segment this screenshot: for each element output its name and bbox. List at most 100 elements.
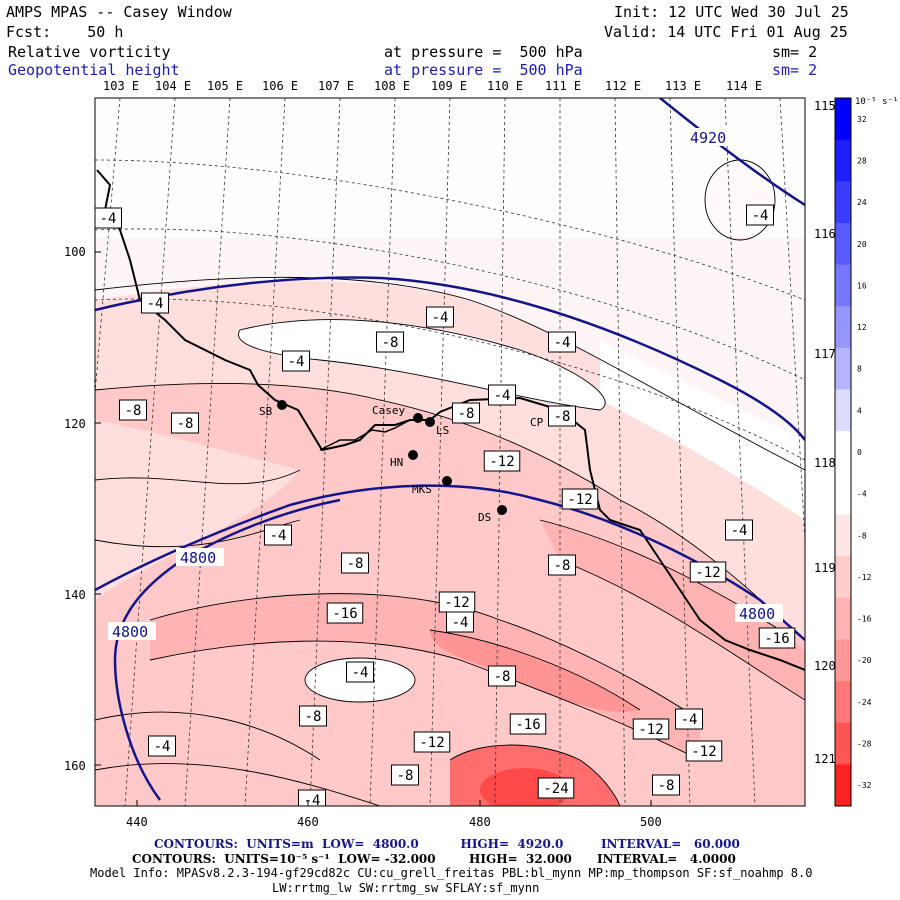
colorbar-swatch	[835, 764, 851, 807]
station-label: HN	[390, 456, 403, 469]
vorticity-label: -8	[458, 406, 475, 422]
colorbar-swatch	[835, 597, 851, 640]
vorticity-label: -4	[494, 388, 511, 404]
vorticity-label-box	[675, 708, 703, 730]
colorbar-swatch	[835, 222, 851, 266]
vorticity-label-box	[548, 331, 576, 353]
bottom-x-ticks: 440 460 480 500	[126, 815, 662, 829]
vorticity-label-box	[148, 735, 176, 757]
lon-label: 105 E	[207, 79, 243, 93]
vorticity-label-box	[652, 774, 680, 796]
field1-smoothing: sm= 2	[772, 43, 818, 61]
vort-band-white-2	[600, 340, 805, 520]
station-dot-mks	[442, 476, 452, 486]
lon-label: 103 E	[103, 79, 139, 93]
vorticity-label: -4	[147, 296, 164, 312]
vort-band-16	[430, 630, 640, 712]
vorticity-label-box	[548, 554, 576, 576]
contours-height-info: CONTOURS: UNITS=m LOW= 4800.0 HIGH= 4920…	[154, 837, 740, 851]
field2-name: Geopotential height	[8, 61, 180, 79]
colorbar-tick-label: 4	[857, 406, 862, 415]
colorbar-swatch	[835, 472, 851, 515]
colorbar-swatch	[835, 139, 851, 182]
vorticity-label-box	[689, 561, 727, 583]
vorticity-label-box	[171, 412, 199, 434]
vorticity-label: -24	[543, 781, 568, 797]
colorbar-swatch	[835, 681, 851, 724]
vorticity-label-box	[452, 402, 480, 424]
lon-label: 106 E	[262, 79, 298, 93]
vorticity-label: -12	[691, 744, 716, 760]
lon-label: 108 E	[374, 79, 410, 93]
vorticity-label-box	[725, 519, 753, 541]
colorbar-swatch	[835, 389, 851, 432]
vorticity-label: -4	[154, 739, 171, 755]
vorticity-label-box	[488, 384, 516, 406]
y-tick: 120	[64, 417, 86, 431]
lon-label: 109 E	[431, 79, 467, 93]
station-label: LS	[436, 424, 449, 437]
field2-smoothing: sm= 2	[772, 61, 818, 79]
vorticity-label: -4	[452, 615, 469, 631]
x-tick: 500	[640, 815, 662, 829]
station-labels: Casey SB HN MKS DS CP LS	[259, 404, 544, 524]
colorbar-tick-label: 8	[857, 365, 862, 374]
vorticity-label-box	[341, 552, 369, 574]
vorticity-label: -8	[347, 556, 364, 572]
colorbar-tick-label: -32	[857, 781, 872, 790]
lon-label: 112 E	[605, 79, 641, 93]
vorticity-label-box	[264, 524, 292, 546]
vorticity-label-box	[758, 627, 796, 649]
height-label: 4920	[690, 129, 726, 147]
map-area: 4920 4800 4800 4800 Casey SB HN MKS DS C…	[95, 98, 805, 809]
vorticity-label-box	[119, 399, 147, 421]
lon-label: 107 E	[318, 79, 354, 93]
vorticity-label: -12	[695, 565, 720, 581]
lon-label: 104 E	[155, 79, 191, 93]
colorbar-tick-label: -8	[857, 531, 867, 540]
map-frame	[94, 97, 806, 807]
vorticity-label-box	[746, 204, 774, 226]
colorbar-tick-label: 16	[857, 281, 867, 290]
vorticity-label-box	[483, 450, 521, 472]
vorticity-label: -4	[100, 211, 117, 227]
station-dot-ls	[425, 417, 435, 427]
vorticity-label: -12	[419, 735, 444, 751]
colorbar-swatch	[835, 264, 851, 307]
vorticity-label: -8	[177, 416, 194, 432]
left-tick-marks	[95, 251, 652, 806]
station-dot-sb	[277, 400, 287, 410]
vorticity-label-box	[537, 777, 575, 799]
height-labels: 4920 4800 4800 4800	[108, 128, 783, 641]
colorbar-swatch	[835, 431, 851, 474]
vorticity-label-box	[298, 789, 326, 806]
station-label: DS	[478, 511, 491, 524]
lon-label: 114 E	[726, 79, 762, 93]
height-contours	[95, 98, 805, 801]
x-tick: 480	[469, 815, 491, 829]
vorticity-label-box	[141, 292, 169, 314]
vorticity-label-box	[438, 591, 476, 613]
vorticity-label: -4	[752, 208, 769, 224]
colorbar-tick-label: -4	[857, 490, 867, 499]
lon-label: 111 E	[545, 79, 581, 93]
valid-time: Valid: 14 UTC Fri 01 Aug 25	[604, 23, 848, 41]
vorticity-label-box	[376, 331, 404, 353]
station-dot-ds	[497, 505, 507, 515]
colorbar-swatch	[835, 514, 851, 557]
colorbar-tick-label: -28	[857, 740, 872, 749]
forecast-hour: Fcst: 50 h	[6, 23, 124, 41]
vorticity-label: -4	[731, 523, 748, 539]
station-label: MKS	[412, 483, 432, 496]
graticule	[95, 98, 805, 806]
vorticity-label: -8	[125, 403, 142, 419]
vorticity-label: -12	[567, 492, 592, 508]
station-label: Casey	[372, 404, 405, 417]
vorticity-label: -4	[304, 793, 321, 809]
vorticity-label-box	[488, 665, 516, 687]
model-info: Model Info: MPASv8.2.3-194-gf29cd82c CU:…	[90, 866, 813, 880]
vorticity-label: -4	[270, 528, 287, 544]
vorticity-label-box	[346, 661, 374, 683]
vorticity-label-box	[413, 731, 451, 753]
vorticity-label: -8	[494, 669, 511, 685]
